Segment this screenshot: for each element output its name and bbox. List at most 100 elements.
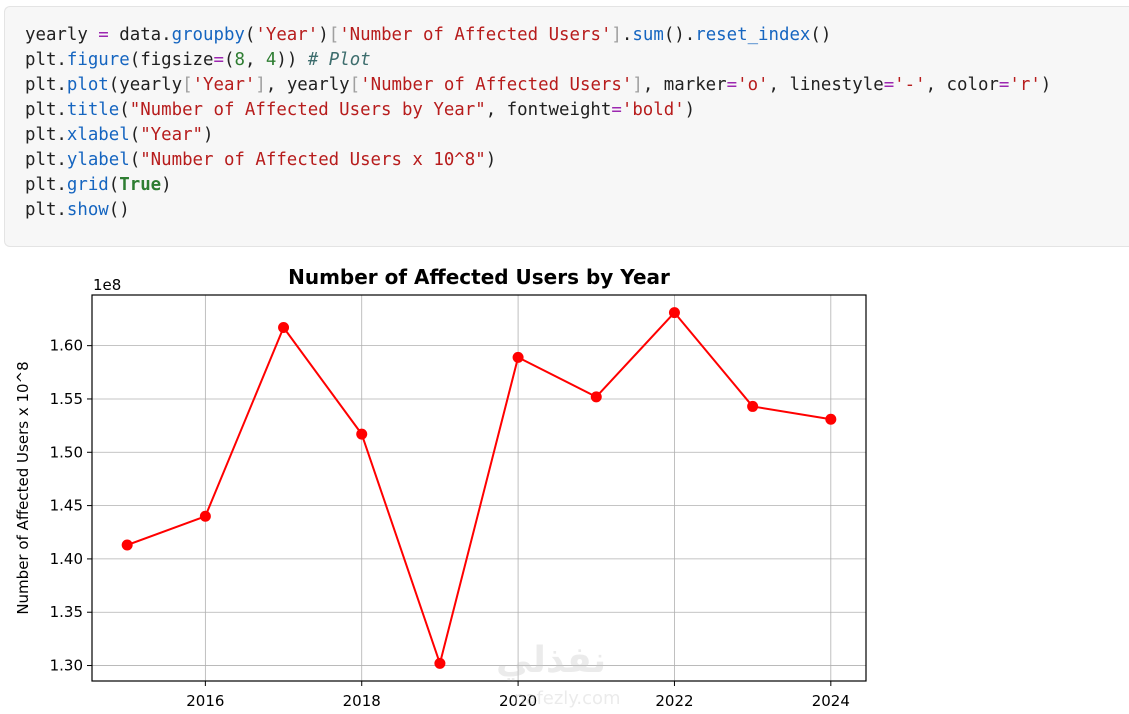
code-token: plt. xyxy=(25,125,67,145)
y-tick-label: 1.30 xyxy=(50,657,83,675)
code-token: title xyxy=(66,100,120,120)
code-token: True xyxy=(119,175,162,195)
code-cell[interactable]: yearly = data.groupby('Year')['Number of… xyxy=(4,6,1129,247)
code-token: plt. xyxy=(25,200,67,220)
data-point xyxy=(121,539,133,551)
code-token: ) xyxy=(485,150,497,170)
y-tick-label: 1.45 xyxy=(50,497,83,515)
code-token: = xyxy=(883,75,895,95)
code-token: 'Year' xyxy=(255,25,319,45)
code-token: . xyxy=(621,25,633,45)
code-token: ) xyxy=(203,125,214,145)
code-token: data. xyxy=(108,25,172,45)
code-line: plt.title("Number of Affected Users by Y… xyxy=(25,98,1051,123)
code-token: "Number of Affected Users x 10^8" xyxy=(140,150,486,170)
code-token: "Number of Affected Users by Year" xyxy=(129,100,486,120)
code-token: (yearly xyxy=(108,75,183,95)
code-line: plt.plot(yearly['Year'], yearly['Number … xyxy=(25,73,1051,98)
y-offset-text: 1e8 xyxy=(93,276,121,294)
code-line: plt.xlabel("Year") xyxy=(25,123,1051,148)
x-tick-label: 2020 xyxy=(499,692,537,710)
code-token: "Year" xyxy=(140,125,204,145)
y-tick-label: 1.40 xyxy=(50,550,83,568)
data-point xyxy=(199,510,211,522)
code-line: plt.figure(figsize=(8, 4)) # Plot xyxy=(25,48,1051,73)
code-token: , yearly xyxy=(265,75,350,95)
code-token: 'bold' xyxy=(621,100,685,120)
code-token: () xyxy=(108,200,130,220)
axis-ticks: 2016 2018 2020 2022 2024 1.30 1.35 1.40 1.45 1.50… xyxy=(50,337,850,710)
code-token: ) xyxy=(161,175,172,195)
code-token: grid xyxy=(66,175,109,195)
code-token: figure xyxy=(66,50,130,70)
code-token: plot xyxy=(66,75,109,95)
code-token: ( xyxy=(129,150,141,170)
code-token: plt. xyxy=(25,50,67,70)
x-tick-label: 2024 xyxy=(812,692,850,710)
code-token: yearly xyxy=(25,25,99,45)
code-token: ( xyxy=(223,50,235,70)
y-axis-label: Number of Affected Users x 10^8 xyxy=(14,361,32,614)
code-token: 8 xyxy=(234,50,245,70)
x-tick-label: 2016 xyxy=(186,692,224,710)
chart-title: Number of Affected Users by Year xyxy=(288,265,670,289)
plot-frame xyxy=(91,294,867,682)
data-point xyxy=(825,413,837,425)
data-point xyxy=(668,307,680,319)
watermark: نفذلي nafezly.com xyxy=(492,640,642,714)
code-token: (). xyxy=(663,25,696,45)
code-token: , fontweight xyxy=(485,100,612,120)
code-token: = xyxy=(611,100,622,120)
code-token: xlabel xyxy=(66,125,130,145)
code-token: )) xyxy=(276,50,298,70)
code-token: ] xyxy=(255,75,266,95)
code-token: [ xyxy=(182,75,193,95)
code-token: , linestyle xyxy=(768,75,884,95)
code-token: [ xyxy=(328,25,340,45)
code-token: 'Year' xyxy=(192,75,256,95)
code-line: plt.show() xyxy=(25,198,1051,223)
code-token: ) xyxy=(318,25,329,45)
code-token: '-' xyxy=(894,75,926,95)
code-token: () xyxy=(810,25,832,45)
code-token: ( xyxy=(108,175,120,195)
data-point xyxy=(590,391,602,403)
grid xyxy=(92,295,866,681)
code-token: plt. xyxy=(25,100,67,120)
watermark-arabic: نفذلي xyxy=(496,640,607,681)
code-token: reset_index xyxy=(695,25,811,45)
code-block[interactable]: yearly = data.groupby('Year')['Number of… xyxy=(25,23,1051,223)
code-token: ) xyxy=(684,100,696,120)
code-token: groupby xyxy=(171,25,245,45)
x-tick-label: 2018 xyxy=(343,692,381,710)
code-token: show xyxy=(66,200,109,220)
code-line: plt.grid(True) xyxy=(25,173,1051,198)
code-token: ] xyxy=(611,25,622,45)
code-token: ylabel xyxy=(66,150,130,170)
watermark-url: nafezly.com xyxy=(514,688,621,709)
data-point xyxy=(512,351,524,363)
code-token: = xyxy=(998,75,1010,95)
code-token: ) xyxy=(1040,75,1052,95)
y-tick-label: 1.60 xyxy=(50,337,83,355)
code-token: (figsize xyxy=(129,50,214,70)
x-tick-label: 2022 xyxy=(655,692,693,710)
code-token: , color xyxy=(925,75,999,95)
code-token: sum xyxy=(632,25,664,45)
y-tick-label: 1.50 xyxy=(50,443,83,461)
code-token: plt. xyxy=(25,150,67,170)
code-token: plt. xyxy=(25,175,67,195)
code-token: = xyxy=(213,50,224,70)
code-token: [ xyxy=(349,75,361,95)
code-token: = xyxy=(726,75,738,95)
data-point xyxy=(278,322,290,334)
code-token: 'r' xyxy=(1009,75,1041,95)
code-token: , marker xyxy=(642,75,727,95)
code-token: = xyxy=(98,25,109,45)
code-token: 'o' xyxy=(737,75,769,95)
series-line xyxy=(126,311,831,665)
code-token: 4 xyxy=(265,50,277,70)
code-token: ( xyxy=(119,100,130,120)
code-token: # Plot xyxy=(307,50,371,70)
